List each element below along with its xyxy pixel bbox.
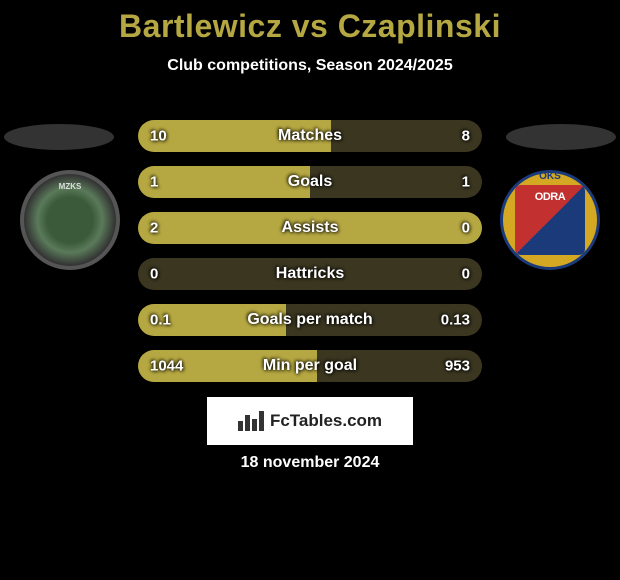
stat-label: Hattricks — [276, 265, 344, 283]
stat-value-right: 8 — [462, 128, 470, 145]
stat-value-right: 0 — [462, 220, 470, 237]
page-title: Bartlewicz vs Czaplinski — [0, 8, 620, 45]
team-badge-right-inner: ODRA — [515, 185, 585, 255]
team-badge-right-label: ODRA — [535, 191, 565, 203]
stat-bar: Min per goal 1044 953 — [138, 350, 482, 382]
footer-attribution: FcTables.com — [207, 397, 413, 445]
stat-label: Min per goal — [263, 357, 357, 375]
stat-value-left: 1 — [150, 174, 158, 191]
date-label: 18 november 2024 — [0, 454, 620, 472]
stat-right-fill — [310, 166, 482, 198]
stat-value-right: 0 — [462, 266, 470, 283]
stat-label: Goals per match — [247, 311, 372, 329]
team-badge-right: ODRA — [500, 170, 600, 270]
subtitle: Club competitions, Season 2024/2025 — [0, 57, 620, 75]
stat-value-left: 10 — [150, 128, 167, 145]
stat-right-fill — [331, 120, 482, 152]
stat-value-right: 0.13 — [441, 312, 470, 329]
stat-left-fill — [138, 166, 310, 198]
stat-value-left: 1044 — [150, 358, 183, 375]
shadow-ellipse-left — [4, 124, 114, 150]
footer-site-name: FcTables.com — [270, 411, 382, 431]
stat-value-left: 2 — [150, 220, 158, 237]
stat-label: Matches — [278, 127, 342, 145]
stat-bar: Hattricks 0 0 — [138, 258, 482, 290]
stat-value-left: 0.1 — [150, 312, 171, 329]
stat-label: Assists — [282, 219, 339, 237]
stat-label: Goals — [288, 173, 332, 191]
stat-bar: Goals 1 1 — [138, 166, 482, 198]
team-badge-left — [20, 170, 120, 270]
stats-panel: Matches 10 8 Goals 1 1 Assists 2 0 Hattricks 0 0 Goa… — [138, 120, 482, 396]
stat-bar: Assists 2 0 — [138, 212, 482, 244]
stat-bar: Goals per match 0.1 0.13 — [138, 304, 482, 336]
stat-value-left: 0 — [150, 266, 158, 283]
shadow-ellipse-right — [506, 124, 616, 150]
stat-value-right: 1 — [462, 174, 470, 191]
chart-icon — [238, 411, 264, 431]
stat-value-right: 953 — [445, 358, 470, 375]
stat-bar: Matches 10 8 — [138, 120, 482, 152]
